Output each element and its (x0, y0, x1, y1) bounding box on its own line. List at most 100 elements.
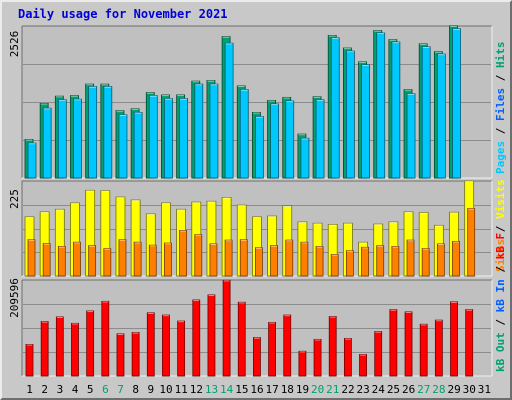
bar-kbytes-kb-f-day-23 (359, 354, 367, 377)
bar-pages-files-hits-pages-day-4 (73, 98, 82, 179)
x-tick-label-6: 6 (102, 383, 109, 396)
bar-kbytes-kb-f-day-21 (328, 316, 337, 377)
bar-pages-files-hits-pages-day-24 (376, 32, 386, 179)
bar-pages-files-hits-pages-day-26 (406, 93, 416, 179)
bar-kbytes-kb-f-day-9 (146, 312, 155, 377)
bar-visits-sites-sites-day-3 (57, 246, 66, 277)
bar-fill (179, 229, 188, 277)
bar-pages-files-hits-pages-day-9 (148, 95, 158, 179)
bar-visits-sites-sites-day-15 (239, 239, 248, 277)
bar-fill (71, 322, 79, 377)
panel-visits-sites-legend-item-1: / (494, 219, 507, 239)
bar-fill (328, 316, 337, 377)
bar-visits-sites-sites-day-19 (300, 241, 309, 277)
bar-pages-files-hits-pages-day-22 (345, 50, 355, 179)
x-tick-label-28: 28 (432, 383, 445, 396)
x-tick-label-26: 26 (402, 383, 415, 396)
bar-fill (330, 254, 339, 277)
bar-fill (148, 95, 158, 179)
panel-visits-sites-legend-item-2: Visits (494, 179, 507, 219)
bar-pages-files-hits-pages-day-20 (315, 99, 325, 179)
bar-fill (300, 241, 309, 277)
bar-kbytes-kb-f-day-29 (450, 301, 458, 377)
panel-kbytes-legend-item-2: kB In (494, 279, 507, 312)
x-tick-label-19: 19 (296, 383, 309, 396)
bar-fill (419, 323, 428, 377)
x-tick-label-1: 1 (26, 383, 33, 396)
bar-fill (133, 112, 143, 179)
bar-fill (313, 338, 322, 377)
bar-fill (55, 316, 64, 377)
bar-fill (146, 312, 155, 377)
x-tick-label-25: 25 (387, 383, 400, 396)
bar-visits-sites-sites-day-29 (452, 240, 460, 277)
bar-visits-sites-sites-day-8 (133, 241, 142, 277)
bar-kbytes-kb-f-day-8 (131, 332, 140, 377)
panel-pages-files-hits-legend-item-0: Pages (494, 141, 507, 174)
bar-pages-files-hits-pages-day-25 (391, 41, 401, 179)
panel-kbytes-legend-item-3: / (494, 259, 507, 279)
bar-fill (298, 350, 307, 377)
panel-kbytes-legend-item-1: / (494, 312, 507, 332)
bar-pages-files-hits-pages-day-1 (27, 142, 37, 179)
bar-visits-sites-sites-day-25 (391, 246, 400, 277)
x-tick-label-31: 31 (478, 383, 491, 396)
x-tick-label-20: 20 (311, 383, 324, 396)
bar-fill (237, 301, 246, 377)
bar-fill (148, 244, 157, 277)
x-tick-label-9: 9 (148, 383, 155, 396)
bar-fill (434, 319, 443, 377)
x-tick-label-29: 29 (447, 383, 460, 396)
bar-visits-sites-sites-day-9 (148, 244, 157, 277)
bar-fill (450, 301, 458, 377)
bar-pages-files-hits-pages-day-29 (452, 28, 461, 179)
bar-pages-files-hits-pages-day-27 (421, 46, 431, 179)
bar-pages-files-hits-pages-day-21 (330, 37, 340, 179)
bar-visits-sites-sites-day-26 (406, 239, 415, 277)
bar-pages-files-hits-pages-day-10 (164, 98, 173, 179)
panel-pages-files-hits-legend-item-4: Hits (494, 42, 507, 69)
bar-fill (224, 42, 234, 179)
bar-pages-files-hits-pages-day-7 (118, 114, 128, 179)
bar-fill (207, 294, 216, 377)
bar-fill (285, 239, 294, 277)
bar-visits-sites-sites-day-16 (255, 247, 263, 277)
bar-visits-sites-sites-day-11 (179, 229, 188, 277)
bar-pages-files-hits-pages-day-23 (361, 64, 370, 179)
bar-fill (376, 32, 386, 179)
bar-fill (300, 137, 310, 179)
bar-fill (40, 321, 49, 377)
x-tick-label-3: 3 (57, 383, 64, 396)
x-tick-label-30: 30 (463, 383, 476, 396)
bar-visits-sites-sites-day-30 (467, 208, 476, 277)
bar-kbytes-kb-f-day-22 (343, 338, 352, 377)
panel-visits-sites-axis-legend: Sites / Visits (494, 179, 507, 272)
bar-fill (194, 234, 203, 277)
bar-pages-files-hits-pages-day-2 (42, 107, 52, 179)
panel-pages-files-hits-legend-item-3: / (494, 68, 507, 88)
x-tick-label-22: 22 (341, 383, 354, 396)
bar-visits-sites-sites-day-17 (270, 245, 278, 277)
x-tick-label-11: 11 (175, 383, 188, 396)
x-tick-label-5: 5 (87, 383, 94, 396)
bar-pages-files-hits-pages-day-15 (239, 89, 249, 179)
bar-pages-files-hits-pages-day-12 (194, 83, 204, 179)
bar-fill (330, 37, 340, 179)
bar-visits-sites-sites-day-27 (421, 248, 430, 277)
bar-visits-sites-sites-day-24 (376, 245, 385, 277)
bar-visits-sites-sites-day-22 (345, 250, 354, 277)
bar-kbytes-kb-f-day-7 (116, 333, 125, 377)
bar-fill (222, 279, 231, 377)
bar-fill (270, 103, 279, 179)
bar-visits-sites-sites-day-13 (209, 243, 218, 277)
bar-fill (133, 241, 142, 277)
bar-fill (116, 333, 125, 377)
bar-fill (27, 142, 37, 179)
bar-fill (421, 248, 430, 277)
bar-pages-files-hits-pages-day-3 (57, 99, 67, 179)
x-tick-label-17: 17 (266, 383, 279, 396)
x-tick-label-8: 8 (132, 383, 139, 396)
bar-kbytes-kb-f-day-24 (374, 331, 383, 377)
bar-fill (436, 243, 445, 277)
